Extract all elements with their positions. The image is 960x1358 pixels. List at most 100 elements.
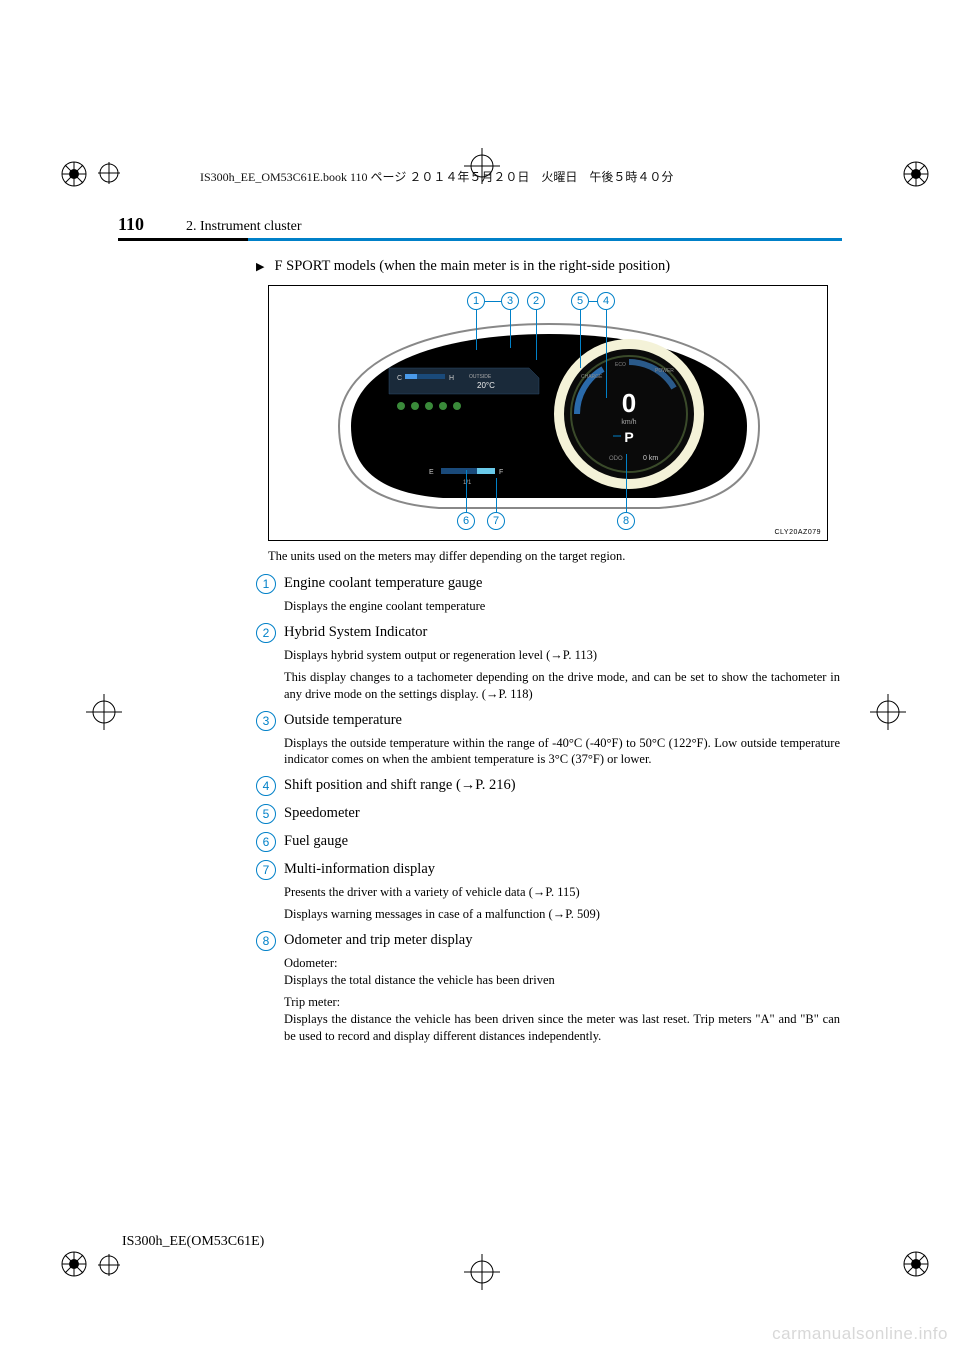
item-body-paragraph: Odometer:Displays the total distance the… (284, 955, 840, 989)
item-title: Hybrid System Indicator (284, 623, 427, 641)
callout-7: 7 (487, 512, 505, 530)
svg-text:ODO: ODO (609, 456, 623, 462)
item-body: Presents the driver with a variety of ve… (284, 884, 840, 923)
list-item: 1Engine coolant temperature gauge Display… (256, 574, 840, 615)
small-reg-bl (98, 1254, 120, 1276)
callout-1: 1 (467, 292, 485, 310)
svg-text:H: H (449, 375, 454, 382)
svg-text:POWER: POWER (655, 368, 674, 374)
item-body-paragraph: Presents the driver with a variety of ve… (284, 884, 840, 901)
item-head: 8 Odometer and trip meter display (256, 931, 840, 951)
callout-2: 2 (527, 292, 545, 310)
item-head: 1Engine coolant temperature gauge (256, 574, 840, 594)
callout-4: 4 (597, 292, 615, 310)
callout-line (606, 310, 607, 398)
watermark: carmanualsonline.info (772, 1324, 948, 1344)
reg-mark-tl (60, 160, 88, 188)
svg-text:20°C: 20°C (477, 381, 495, 390)
item-title: Outside temperature (284, 711, 402, 729)
callout-3: 3 (501, 292, 519, 310)
cluster-illustration: C H OUTSIDE 20°C E F 1/1 (319, 316, 779, 516)
item-head: 4 Shift position and shift range (→P. 216… (256, 776, 840, 796)
svg-text:P: P (624, 429, 633, 445)
item-number-icon: 6 (256, 832, 276, 852)
svg-text:km/h: km/h (621, 419, 636, 426)
item-title: Odometer and trip meter display (284, 931, 472, 949)
callout-line (485, 301, 502, 302)
item-number-icon: 7 (256, 860, 276, 880)
callout-line (476, 310, 477, 350)
cross-mark-right (870, 694, 906, 730)
cross-mark-bottom (464, 1254, 500, 1290)
item-body-paragraph: Displays the outside temperature within … (284, 735, 840, 769)
item-body-paragraph: This display changes to a tachometer dep… (284, 669, 840, 703)
svg-text:0: 0 (622, 388, 636, 418)
cross-mark-left (86, 694, 122, 730)
item-head: 3 Outside temperature (256, 711, 840, 731)
svg-text:E: E (429, 469, 434, 476)
reg-mark-bl (60, 1250, 88, 1278)
print-metadata-header: IS300h_EE_OM53C61E.book 110 ページ ２０１４年５月２… (200, 168, 673, 185)
lead-text: F SPORT models (when the main meter is i… (274, 258, 670, 274)
svg-text:C: C (397, 375, 402, 382)
item-head: 5 Speedometer (256, 804, 840, 824)
list-item: 5 Speedometer (256, 804, 840, 824)
svg-text:ECO: ECO (615, 362, 626, 368)
item-title: Speedometer (284, 804, 360, 822)
item-body-paragraph: Trip meter:Displays the distance the veh… (284, 994, 840, 1045)
header-rule (118, 238, 842, 241)
callout-line (626, 454, 627, 512)
item-body: Odometer:Displays the total distance the… (284, 955, 840, 1044)
callout-line (589, 301, 598, 302)
item-head: 7 Multi-information display (256, 860, 840, 880)
item-number-icon: 3 (256, 711, 276, 731)
item-body: Displays hybrid system output or regener… (284, 647, 840, 703)
page-number: 110 (118, 214, 144, 235)
item-title: Multi-information display (284, 860, 435, 878)
reg-mark-tr (902, 160, 930, 188)
footer-code: IS300h_EE(OM53C61E) (122, 1234, 264, 1250)
item-body-paragraph: Displays hybrid system output or regener… (284, 647, 840, 664)
list-item: 3 Outside temperature Displays the outside… (256, 711, 840, 769)
list-item: 8 Odometer and trip meter display Odometer… (256, 931, 840, 1044)
callout-6: 6 (457, 512, 475, 530)
item-head: 6 Fuel gauge (256, 832, 840, 852)
item-body: Displays the engine coolant temperature (284, 598, 840, 615)
list-item: 7 Multi-information display Presents the d… (256, 860, 840, 923)
item-number-icon: 5 (256, 804, 276, 824)
instrument-cluster-figure: C H OUTSIDE 20°C E F 1/1 (268, 285, 828, 541)
small-reg-tl (98, 162, 120, 184)
callout-line (580, 310, 581, 368)
callout-8: 8 (617, 512, 635, 530)
list-item: 2Hybrid System Indicator Displays hybrid … (256, 623, 840, 703)
item-number-icon: 4 (256, 776, 276, 796)
callout-line (510, 310, 511, 348)
svg-text:F: F (499, 469, 503, 476)
content-column: ▶ F SPORT models (when the main meter is … (256, 258, 840, 1052)
item-number-icon: 8 (256, 931, 276, 951)
item-body-paragraph: Displays warning messages in case of a m… (284, 906, 840, 923)
reg-mark-br (902, 1250, 930, 1278)
item-body-paragraph: Displays the engine coolant temperature (284, 598, 840, 615)
page-header: 110 2. Instrument cluster (118, 214, 840, 235)
lead-line: ▶ F SPORT models (when the main meter is … (256, 258, 840, 275)
list-item: 4 Shift position and shift range (→P. 216… (256, 776, 840, 796)
item-title: Fuel gauge (284, 832, 348, 850)
triangle-bullet-icon: ▶ (256, 261, 264, 273)
section-title: 2. Instrument cluster (186, 219, 301, 234)
callout-line (536, 310, 537, 360)
callout-line (496, 478, 497, 512)
svg-text:0 km: 0 km (643, 455, 658, 462)
item-body: Displays the outside temperature within … (284, 735, 840, 769)
callout-5: 5 (571, 292, 589, 310)
figure-caption: The units used on the meters may differ … (268, 549, 840, 564)
svg-text:1/1: 1/1 (463, 480, 472, 486)
item-title: Shift position and shift range (→P. 216) (284, 776, 516, 794)
figure-code: CLY20AZ079 (774, 529, 821, 536)
page: IS300h_EE_OM53C61E.book 110 ページ ２０１４年５月２… (0, 0, 960, 1358)
item-number-icon: 1 (256, 574, 276, 594)
list-item: 6 Fuel gauge (256, 832, 840, 852)
item-head: 2Hybrid System Indicator (256, 623, 840, 643)
items-list: 1Engine coolant temperature gauge Display… (256, 574, 840, 1044)
svg-text:CHARGE: CHARGE (581, 374, 603, 380)
